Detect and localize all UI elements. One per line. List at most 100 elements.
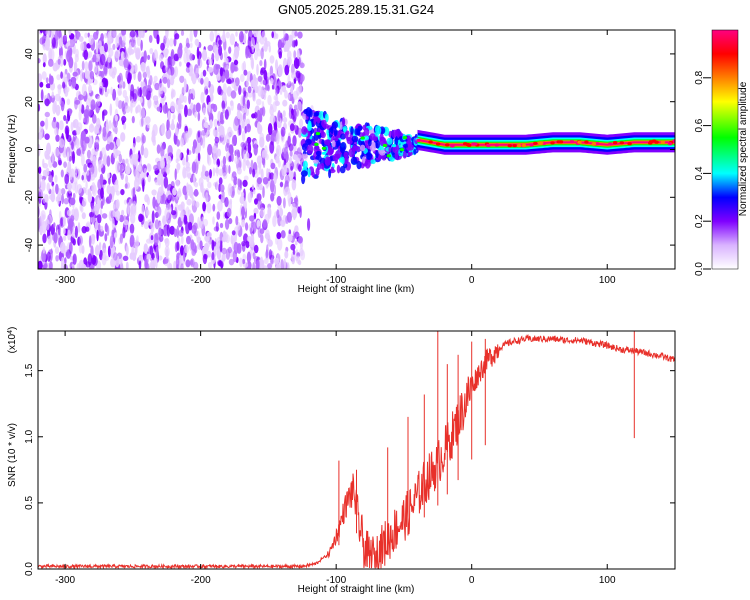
- noise-blob: [287, 233, 293, 242]
- ridge-peak: [550, 141, 555, 145]
- noise-blob: [155, 246, 159, 259]
- noise-blob: [77, 222, 81, 233]
- transition-blob: [330, 126, 334, 134]
- noise-blob: [218, 39, 223, 46]
- spectrogram-y-tick-label: 40: [24, 48, 35, 60]
- noise-blob: [228, 258, 235, 266]
- noise-blob: [180, 137, 184, 147]
- noise-blob: [253, 143, 258, 156]
- chart-title: GN05.2025.289.15.31.G24: [278, 2, 434, 17]
- noise-blob: [88, 211, 94, 218]
- noise-blob: [59, 55, 64, 67]
- noise-blob: [54, 246, 60, 254]
- noise-blob: [176, 225, 180, 239]
- noise-blob: [242, 95, 246, 107]
- noise-blob: [211, 52, 215, 61]
- noise-blob: [228, 46, 232, 54]
- ridge-peak: [521, 143, 527, 148]
- noise-blob: [262, 265, 268, 269]
- noise-blob: [78, 109, 82, 121]
- ridge-peak: [612, 141, 618, 145]
- ridge-peak: [569, 140, 575, 144]
- noise-blob: [176, 148, 182, 162]
- noise-blob: [88, 34, 94, 46]
- transition-blob: [318, 111, 325, 121]
- noise-blob: [108, 47, 114, 57]
- noise-blob: [257, 75, 263, 82]
- noise-blob: [260, 67, 266, 74]
- noise-blob: [246, 251, 251, 264]
- transition-blob: [354, 145, 359, 151]
- noise-blob: [184, 193, 188, 201]
- noise-blob: [46, 251, 51, 262]
- noise-blob: [46, 219, 50, 231]
- noise-blob: [101, 213, 108, 219]
- noise-blob: [275, 59, 278, 71]
- transition-blob: [339, 165, 346, 174]
- noise-blob: [54, 127, 59, 136]
- ridge-peak: [471, 142, 476, 146]
- noise-blob: [45, 117, 49, 130]
- noise-blob: [293, 50, 297, 60]
- noise-blob: [76, 137, 80, 146]
- noise-blob: [140, 39, 143, 51]
- noise-blob: [157, 255, 163, 261]
- noise-blob: [254, 111, 258, 119]
- noise-blob: [50, 191, 56, 203]
- noise-blob: [129, 223, 135, 234]
- snr-x-tick-label: -100: [326, 575, 346, 586]
- noise-blob: [40, 179, 46, 192]
- noise-blob: [177, 113, 182, 124]
- noise-blob: [222, 172, 228, 180]
- noise-blob: [53, 222, 56, 228]
- noise-blob: [219, 184, 225, 192]
- noise-blob: [231, 171, 237, 179]
- noise-blob: [70, 121, 74, 132]
- noise-blob: [121, 209, 125, 217]
- noise-blob: [158, 54, 164, 62]
- noise-blob: [299, 83, 302, 95]
- noise-blob: [38, 217, 41, 230]
- noise-blob: [76, 148, 82, 156]
- noise-blob: [152, 95, 159, 102]
- noise-blob: [79, 204, 83, 212]
- noise-blob: [119, 79, 123, 91]
- noise-blob: [128, 72, 133, 81]
- noise-blob: [39, 37, 45, 45]
- noise-blob: [189, 30, 193, 43]
- noise-blob: [297, 31, 303, 39]
- transition-blob: [343, 151, 348, 158]
- noise-blob: [173, 53, 179, 62]
- transition-blob: [321, 139, 325, 147]
- noise-blob: [260, 233, 264, 244]
- noise-blob: [136, 34, 142, 47]
- noise-blob: [150, 235, 154, 241]
- noise-blob: [44, 111, 50, 118]
- snr-x-tick-label: -300: [55, 575, 75, 586]
- noise-blob: [215, 221, 219, 232]
- noise-blob: [194, 111, 197, 118]
- noise-blob: [67, 45, 73, 58]
- noise-blob: [102, 110, 105, 122]
- ridge-peak: [360, 136, 365, 140]
- noise-blob: [185, 132, 189, 139]
- noise-blob: [88, 84, 92, 94]
- noise-blob: [216, 164, 219, 177]
- noise-blob: [176, 241, 180, 252]
- noise-blob: [177, 45, 183, 59]
- noise-blob: [271, 129, 277, 137]
- noise-blob: [170, 88, 175, 99]
- noise-blob: [71, 208, 76, 216]
- noise-blob: [226, 78, 232, 85]
- noise-blob: [241, 62, 245, 71]
- snr-multiplier-base: (x10: [7, 333, 18, 353]
- noise-blob: [236, 109, 241, 120]
- noise-blob: [241, 107, 246, 114]
- noise-blob: [60, 262, 64, 269]
- noise-blob: [188, 221, 193, 231]
- noise-blob: [96, 30, 99, 36]
- noise-blob: [67, 161, 72, 174]
- noise-blob: [277, 110, 281, 122]
- noise-blob: [207, 143, 213, 156]
- ridge-peak: [529, 143, 534, 147]
